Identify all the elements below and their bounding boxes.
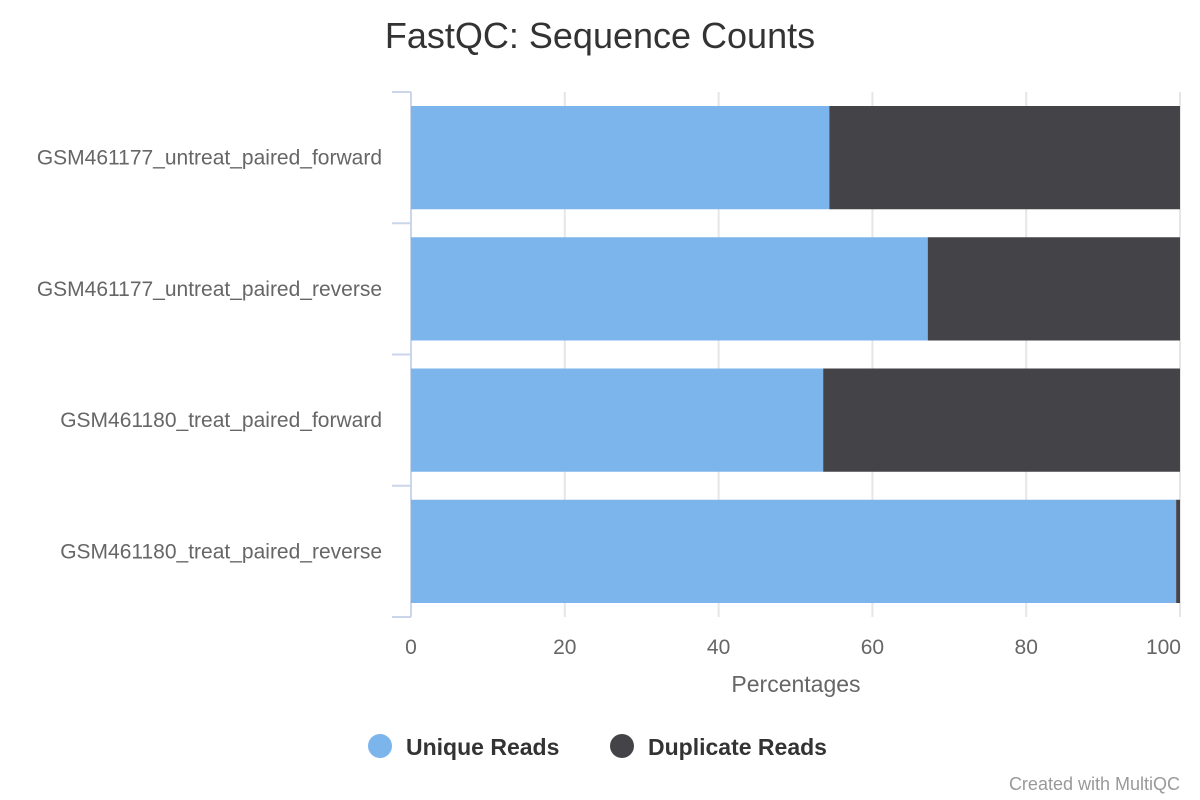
category-axis: [392, 91, 412, 618]
x-tick-label-2: 40: [707, 636, 730, 659]
legend-label-0: Unique Reads: [406, 734, 559, 760]
bar-duplicate-reads-3[interactable]: [1176, 499, 1180, 603]
bar-duplicate-reads-2[interactable]: [823, 368, 1180, 472]
legend-marker-1: [610, 734, 634, 758]
category-label-0: GSM461177_untreat_paired_forward: [37, 147, 382, 170]
legend-marker-0: [368, 734, 392, 758]
bar-unique-reads-3[interactable]: [411, 499, 1177, 603]
x-tick-label-1: 20: [553, 636, 576, 659]
x-axis-ticks: 0 20 40 60 80 100: [405, 636, 1181, 659]
bar-unique-reads-1[interactable]: [411, 237, 928, 341]
category-label-1: GSM461177_untreat_paired_reverse: [37, 278, 382, 301]
x-tick-label-0: 0: [405, 636, 417, 659]
legend-label-1: Duplicate Reads: [648, 734, 827, 760]
legend-item-unique-reads[interactable]: Unique Reads: [368, 734, 559, 760]
chart-title: FastQC: Sequence Counts: [385, 15, 815, 56]
bar-duplicate-reads-0[interactable]: [829, 106, 1180, 210]
bar-unique-reads-0[interactable]: [411, 106, 830, 210]
bar-series: [411, 106, 1180, 603]
x-tick-label-3: 60: [861, 636, 884, 659]
legend-item-duplicate-reads[interactable]: Duplicate Reads: [610, 734, 827, 760]
legend[interactable]: Unique Reads Duplicate Reads: [368, 734, 827, 760]
bar-unique-reads-2[interactable]: [411, 368, 824, 472]
category-label-3: GSM461180_treat_paired_reverse: [60, 540, 382, 563]
category-label-2: GSM461180_treat_paired_forward: [60, 409, 382, 432]
bar-duplicate-reads-1[interactable]: [927, 237, 1180, 341]
x-tick-label-4: 80: [1015, 636, 1038, 659]
x-axis-title: Percentages: [731, 671, 860, 697]
x-tick-label-5: 100: [1146, 636, 1181, 659]
category-labels: GSM461177_untreat_paired_forward GSM46117…: [37, 147, 382, 564]
credits-text[interactable]: Created with MultiQC: [1009, 774, 1180, 794]
